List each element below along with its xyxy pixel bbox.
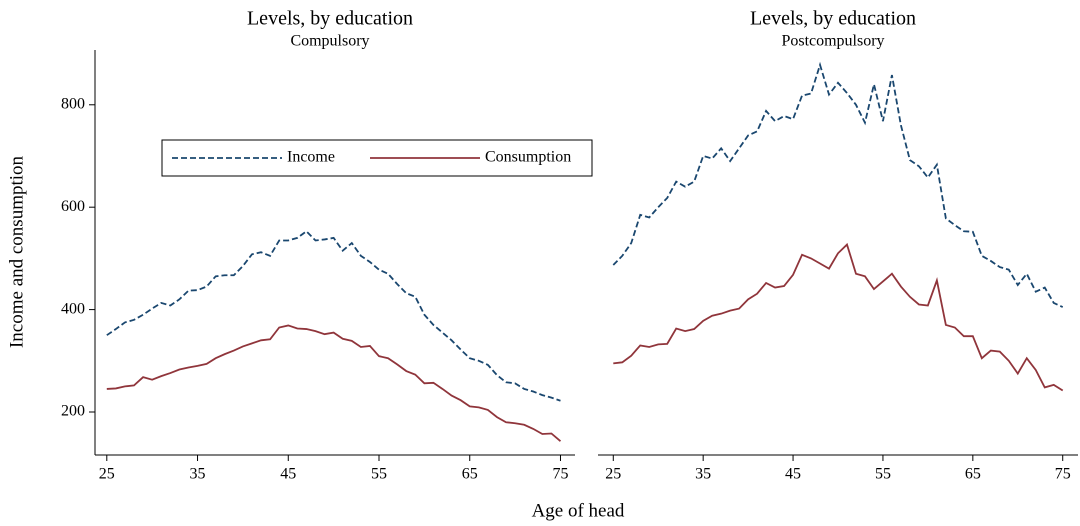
x-tick-label: 45 bbox=[785, 466, 801, 483]
chart-subtitle: Compulsory bbox=[290, 33, 369, 50]
x-tick-label: 65 bbox=[462, 466, 478, 483]
x-tick-label: 75 bbox=[552, 466, 568, 483]
y-axis-label: Income and consumption bbox=[6, 155, 27, 348]
x-tick-label: 25 bbox=[605, 466, 621, 483]
y-tick-label: 200 bbox=[61, 403, 85, 420]
legend-label: Income bbox=[287, 149, 335, 166]
x-tick-label: 55 bbox=[875, 466, 891, 483]
y-tick-label: 800 bbox=[61, 95, 85, 112]
series-line bbox=[612, 61, 1064, 308]
chart-title: Levels, by education bbox=[247, 8, 413, 30]
x-tick-label: 25 bbox=[99, 466, 115, 483]
x-tick-label: 55 bbox=[371, 466, 387, 483]
x-tick-label: 65 bbox=[965, 466, 981, 483]
series-line bbox=[613, 242, 1064, 392]
y-tick-label: 400 bbox=[61, 300, 85, 317]
x-tick-label: 45 bbox=[280, 466, 296, 483]
chart-title: Levels, by education bbox=[750, 8, 916, 30]
x-axis-label: Age of head bbox=[532, 500, 625, 521]
legend-label: Consumption bbox=[485, 149, 571, 166]
x-tick-label: 35 bbox=[695, 466, 711, 483]
x-tick-label: 75 bbox=[1055, 466, 1071, 483]
series-line bbox=[106, 230, 561, 402]
chart-subtitle: Postcompulsory bbox=[781, 33, 884, 50]
y-tick-label: 600 bbox=[61, 198, 85, 215]
series-line bbox=[106, 324, 562, 442]
x-tick-label: 35 bbox=[190, 466, 206, 483]
